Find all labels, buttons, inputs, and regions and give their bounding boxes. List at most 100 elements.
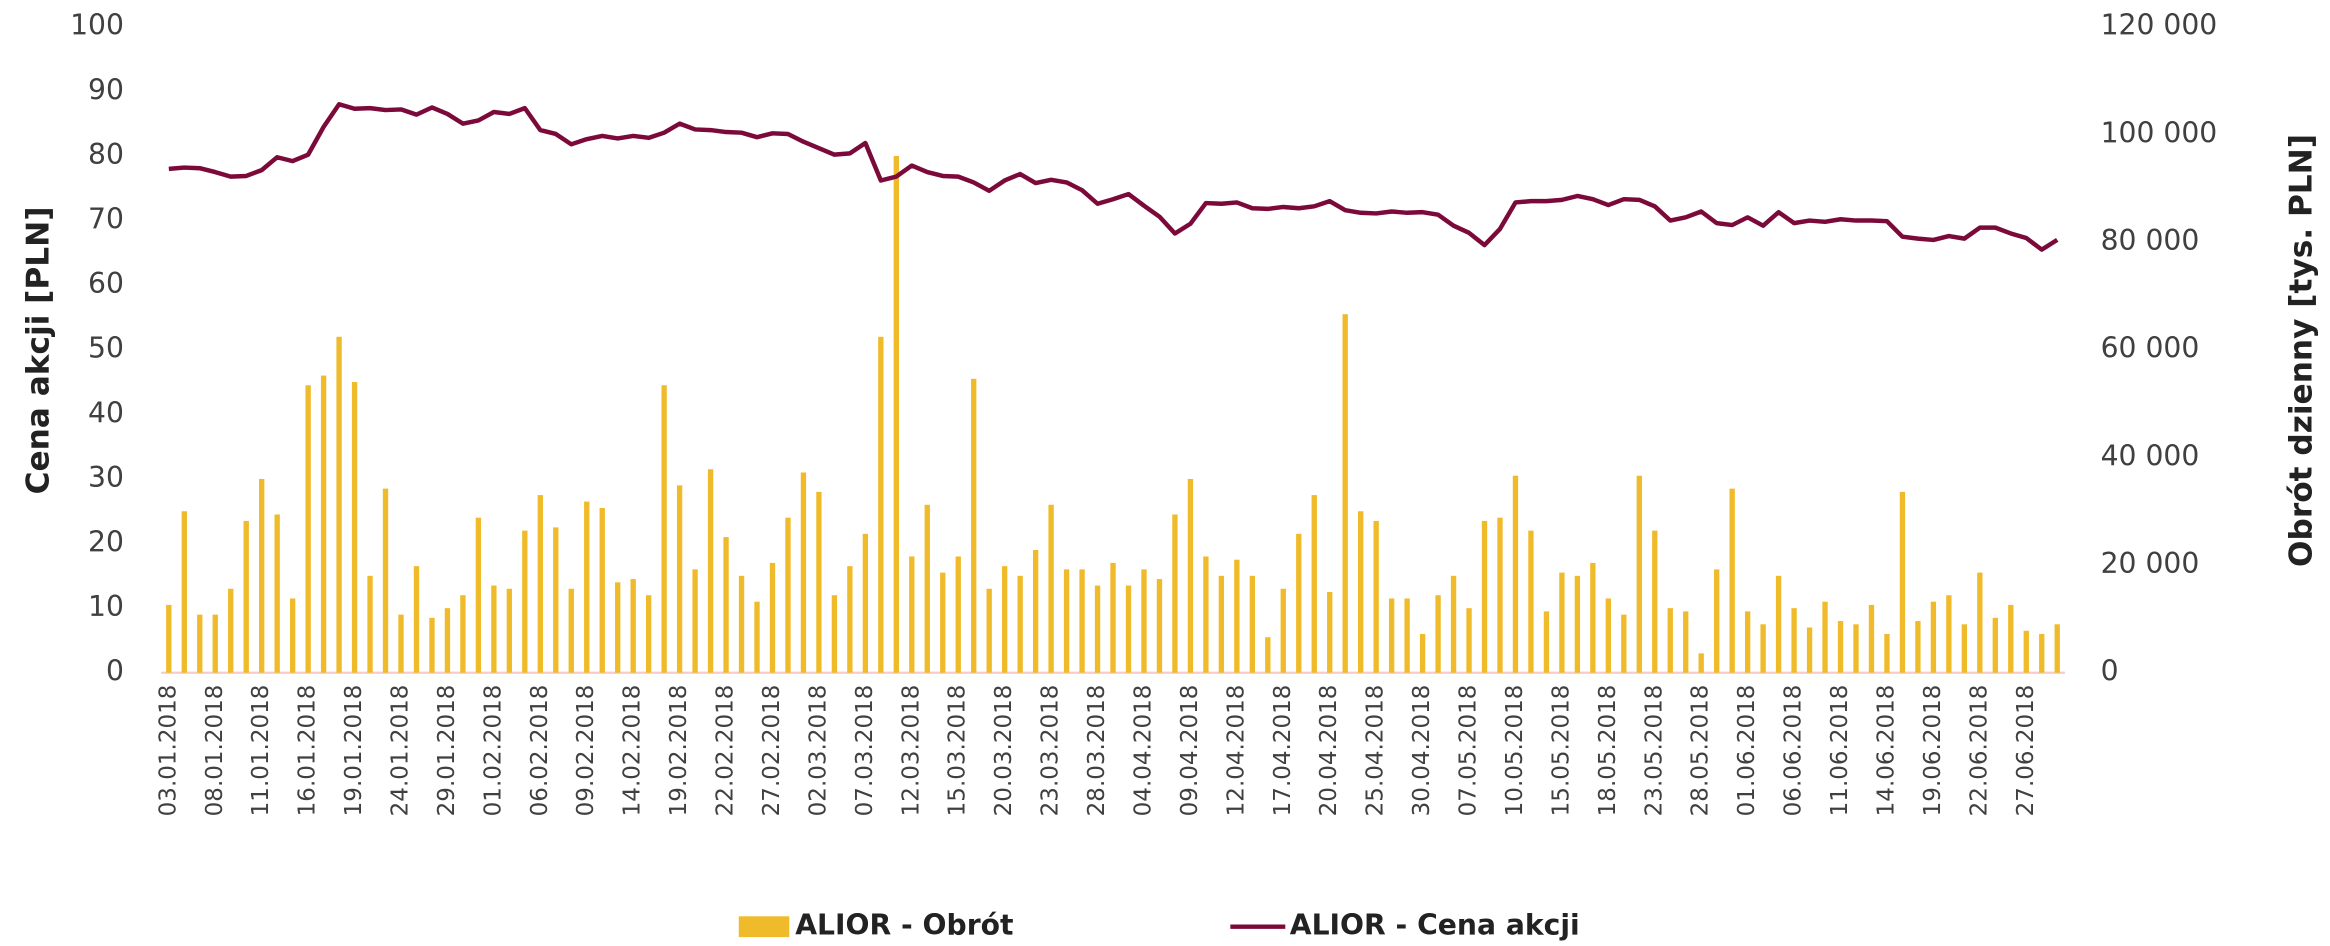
y2-tick-label: 100 000 — [2101, 116, 2218, 149]
bar — [1451, 576, 1456, 673]
bar — [1822, 602, 1827, 673]
y-tick-label: 30 — [88, 461, 124, 494]
bar — [476, 518, 481, 673]
bar — [166, 605, 171, 673]
y-tick-label: 20 — [88, 526, 124, 559]
bar — [1993, 618, 1998, 673]
bar — [1699, 653, 1704, 672]
bar — [1312, 495, 1317, 673]
bar — [1327, 592, 1332, 673]
x-tick-label: 27.02.2018 — [759, 685, 785, 817]
bar — [739, 576, 744, 673]
x-tick-label: 19.01.2018 — [341, 685, 367, 817]
x-tick-label: 28.03.2018 — [1084, 685, 1110, 817]
bar — [538, 495, 543, 673]
bar — [305, 385, 310, 672]
bar — [631, 579, 636, 673]
y-tick-label: 70 — [88, 203, 124, 236]
bar — [244, 521, 249, 673]
bar — [1296, 534, 1301, 673]
y-tick-label: 40 — [88, 396, 124, 429]
bar — [2024, 631, 2029, 673]
bar — [553, 527, 558, 672]
bar — [2008, 605, 2013, 673]
x-tick-label: 23.03.2018 — [1038, 685, 1064, 817]
x-tick-label: 23.05.2018 — [1641, 685, 1667, 817]
bar — [1281, 589, 1286, 673]
bar — [383, 489, 388, 673]
bar — [1760, 624, 1765, 672]
bar — [1157, 579, 1162, 673]
x-tick-label: 15.05.2018 — [1548, 685, 1574, 817]
bar — [708, 469, 713, 672]
bar — [274, 514, 279, 672]
x-tick-label: 29.01.2018 — [434, 685, 460, 817]
bar — [1079, 569, 1084, 672]
bar — [646, 595, 651, 673]
bar — [1404, 598, 1409, 672]
x-tick-label: 12.04.2018 — [1223, 685, 1249, 817]
bar — [677, 485, 682, 672]
bar — [1033, 550, 1038, 673]
y-tick-label: 100 — [70, 9, 124, 42]
bar — [336, 337, 341, 673]
x-tick-label: 08.01.2018 — [202, 685, 228, 817]
bar — [785, 518, 790, 673]
x-tick-label: 06.02.2018 — [527, 685, 553, 817]
bar — [1807, 628, 1812, 673]
x-tick-label: 30.04.2018 — [1409, 685, 1435, 817]
x-tick-label: 03.01.2018 — [155, 685, 181, 817]
x-tick-label: 15.03.2018 — [945, 685, 971, 817]
bar — [1559, 573, 1564, 673]
bar — [1869, 605, 1874, 673]
bar — [754, 602, 759, 673]
bar — [1389, 598, 1394, 672]
bar — [1343, 314, 1348, 673]
bar — [197, 615, 202, 673]
x-tick-label: 11.01.2018 — [248, 685, 274, 817]
bar — [1250, 576, 1255, 673]
bar — [429, 618, 434, 673]
bar — [1528, 531, 1533, 673]
x-tick-label: 16.01.2018 — [295, 685, 321, 817]
bar — [2055, 624, 2060, 672]
bar — [956, 556, 961, 672]
x-tick-label: 07.03.2018 — [852, 685, 878, 817]
page: {"chart_data": { "type": "combo", "ylabe… — [0, 0, 2330, 946]
y-tick-label: 80 — [88, 138, 124, 171]
x-tick-label: 28.05.2018 — [1688, 685, 1714, 817]
x-tick-label: 27.06.2018 — [2013, 685, 2039, 817]
y-tick-label: 10 — [88, 590, 124, 623]
bar — [569, 589, 574, 673]
bar — [290, 598, 295, 672]
y2-tick-label: 20 000 — [2101, 547, 2200, 580]
legend-swatch — [739, 916, 789, 937]
x-tick-label: 11.06.2018 — [1827, 685, 1853, 817]
bar — [1853, 624, 1858, 672]
bar — [321, 376, 326, 673]
bar — [600, 508, 605, 673]
x-tick-label: 19.02.2018 — [666, 685, 692, 817]
bar — [1838, 621, 1843, 673]
bar — [1606, 598, 1611, 672]
bar — [1962, 624, 1967, 672]
x-tick-label: 09.02.2018 — [573, 685, 599, 817]
y-tick-label: 90 — [88, 73, 124, 106]
bar — [1095, 586, 1100, 673]
bar — [507, 589, 512, 673]
bar — [925, 505, 930, 673]
bar — [863, 534, 868, 673]
bar — [1668, 608, 1673, 673]
y2-tick-label: 0 — [2101, 655, 2119, 688]
legend-label: ALIOR - Cena akcji — [1290, 909, 1580, 942]
bar — [1637, 476, 1642, 673]
bar — [1590, 563, 1595, 673]
bar — [1420, 634, 1425, 673]
bar — [1977, 573, 1982, 673]
bar — [1683, 611, 1688, 672]
x-tick-label: 04.04.2018 — [1130, 685, 1156, 817]
bar — [1482, 521, 1487, 673]
bar — [987, 589, 992, 673]
bar — [816, 492, 821, 673]
bar — [367, 576, 372, 673]
